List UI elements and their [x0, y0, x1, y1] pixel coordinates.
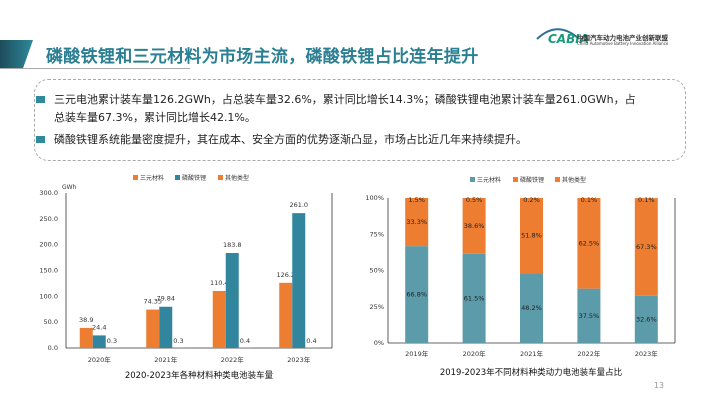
legend-label: 三元材料	[140, 174, 164, 182]
y-tick-label: 0.0	[48, 344, 58, 352]
chart-installed-volume: 三元材料 磷酸铁锂 其他类型 GWh 0.0 50.0 100.0 150.0 200.0 250…	[39, 174, 333, 381]
legend-swatch	[513, 177, 518, 182]
data-label: 0.5%	[466, 196, 483, 204]
y-tick-label: 50%	[370, 267, 384, 275]
data-label: 0.3	[107, 337, 117, 345]
legend-label: 其他类型	[225, 174, 249, 182]
chart-share: 三元材料 磷酸铁锂 其他类型 0% 25% 50% 75% 100% 2019年 66.8% 33.…	[365, 176, 676, 378]
title-divider	[0, 68, 190, 69]
y-tick-label: 100.0	[39, 292, 58, 300]
data-label: 37.5%	[579, 312, 600, 320]
data-label: 110.4	[210, 279, 229, 287]
bar-segment	[462, 198, 486, 254]
title-band	[0, 40, 33, 68]
legend-swatch	[470, 177, 475, 182]
data-label: 0.3	[173, 337, 183, 345]
y-tick-label: 200.0	[39, 241, 58, 249]
y-axis-unit: GWh	[62, 184, 77, 191]
y-tick-label: 100%	[365, 194, 384, 202]
bar	[212, 290, 226, 348]
x-tick-label: 2023年	[635, 349, 659, 358]
bar	[92, 335, 106, 348]
data-label: 261.0	[289, 201, 308, 209]
bar	[225, 253, 239, 348]
bar-segment	[577, 198, 601, 289]
data-label: 0.1%	[638, 196, 655, 204]
legend-label: 磷酸铁锂	[182, 174, 206, 182]
data-label: 0.1%	[581, 196, 598, 204]
data-label: 66.8%	[406, 291, 427, 299]
data-label: 0.4	[306, 337, 316, 345]
data-label: 48.2%	[521, 304, 542, 312]
data-label: 0.2%	[523, 196, 540, 204]
bullet-icon	[36, 136, 45, 143]
y-tick-label: 25%	[370, 303, 384, 311]
legend-label: 三元材料	[477, 176, 501, 184]
y-tick-label: 300.0	[39, 189, 58, 197]
bar	[79, 327, 93, 348]
bar-segment	[634, 295, 658, 343]
bar-segment	[520, 273, 543, 343]
x-tick-label: 2020年	[88, 355, 112, 364]
data-label: 24.4	[92, 323, 106, 331]
bullet-icon	[36, 96, 45, 103]
data-label: 32.6%	[636, 315, 657, 323]
data-label: 74.35	[143, 298, 162, 306]
bar-segment	[405, 198, 429, 247]
data-label: 79.84	[156, 295, 175, 303]
data-label: 61.5%	[464, 294, 485, 302]
x-tick-label: 2023年	[287, 355, 311, 364]
y-tick-label: 150.0	[39, 267, 58, 275]
x-tick-label: 2019年	[405, 349, 429, 358]
legend-swatch	[175, 175, 180, 180]
data-label: 67.3%	[636, 243, 657, 251]
legend-swatch	[133, 175, 138, 180]
bar	[292, 213, 306, 348]
page-title: 磷酸铁锂和三元材料为市场主流，磷酸铁锂占比连年提升	[46, 47, 479, 67]
data-label: 38.9	[79, 316, 93, 324]
bar	[146, 309, 160, 348]
legend-swatch	[218, 175, 223, 180]
summary-box	[34, 79, 686, 161]
data-label: 183.8	[223, 241, 242, 249]
chart-title: 2020-2023年各种材料种类电池装车量	[125, 370, 274, 381]
bar-segment	[520, 198, 543, 274]
data-label: 62.5%	[579, 239, 600, 247]
page-number: 13	[653, 381, 664, 390]
bullet-1-line2: 总装车量67.3%，累计同比增长42.1%。	[54, 111, 256, 124]
chart-title: 2019-2023年不同材料种类动力电池装车量占比	[440, 367, 622, 378]
y-tick-label: 250.0	[39, 215, 58, 223]
logo-text: CABIA	[548, 32, 589, 46]
legend-label: 磷酸铁锂	[520, 176, 544, 184]
bullet-2: 磷酸铁锂系统能量密度提升，其在成本、安全方面的优势逐渐凸显，市场占比近几年来持续…	[54, 133, 527, 146]
x-tick-label: 2021年	[520, 349, 544, 358]
data-label: 0.4	[240, 337, 250, 345]
x-tick-label: 2021年	[154, 355, 178, 364]
legend-swatch	[555, 177, 560, 182]
data-label: 1.5%	[408, 196, 425, 204]
bullet-1-line1: 三元电池累计装车量126.2GWh，占总装车量32.6%，累计同比增长14.3%…	[54, 93, 636, 106]
legend-label: 其他类型	[562, 176, 586, 184]
x-tick-label: 2022年	[577, 349, 601, 358]
data-label: 38.6%	[464, 222, 485, 230]
data-label: 51.8%	[521, 232, 542, 240]
x-tick-label: 2022年	[221, 355, 245, 364]
y-tick-label: 50.0	[44, 318, 58, 326]
logo-arc-icon	[536, 28, 579, 40]
data-label: 33.3%	[406, 218, 427, 226]
bar-segment	[634, 198, 658, 296]
bar	[279, 282, 293, 348]
logo-en: China Automotive Battery Innovation Alli…	[577, 41, 669, 46]
bar-segment	[405, 246, 429, 343]
data-label: 126.2	[276, 271, 295, 279]
y-tick-label: 0%	[374, 339, 384, 347]
bar	[159, 306, 173, 348]
y-tick-label: 75%	[370, 230, 384, 238]
bar-segment	[462, 253, 486, 343]
bar-segment	[577, 288, 601, 343]
x-tick-label: 2020年	[463, 349, 487, 358]
logo-cn: 中国汽车动力电池产业创新联盟	[577, 34, 668, 42]
